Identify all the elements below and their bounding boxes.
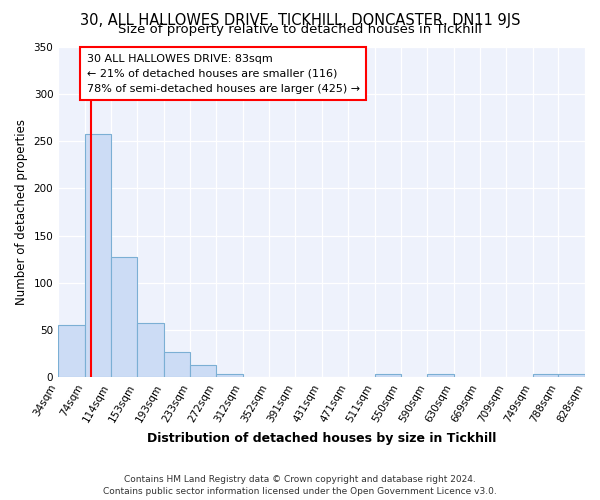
Text: 30 ALL HALLOWES DRIVE: 83sqm
← 21% of detached houses are smaller (116)
78% of s: 30 ALL HALLOWES DRIVE: 83sqm ← 21% of de… xyxy=(86,54,360,94)
Bar xyxy=(58,326,85,378)
Text: Size of property relative to detached houses in Tickhill: Size of property relative to detached ho… xyxy=(118,22,482,36)
Bar xyxy=(585,374,600,378)
Bar xyxy=(559,374,585,378)
Bar xyxy=(374,374,401,378)
Bar xyxy=(190,365,216,378)
Bar xyxy=(427,374,454,378)
Text: Contains HM Land Registry data © Crown copyright and database right 2024.
Contai: Contains HM Land Registry data © Crown c… xyxy=(103,474,497,496)
Bar xyxy=(111,258,137,378)
Bar xyxy=(137,324,164,378)
Y-axis label: Number of detached properties: Number of detached properties xyxy=(15,119,28,305)
Bar xyxy=(85,134,111,378)
Bar xyxy=(164,352,190,378)
Bar xyxy=(216,374,242,378)
Text: 30, ALL HALLOWES DRIVE, TICKHILL, DONCASTER, DN11 9JS: 30, ALL HALLOWES DRIVE, TICKHILL, DONCAS… xyxy=(80,12,520,28)
X-axis label: Distribution of detached houses by size in Tickhill: Distribution of detached houses by size … xyxy=(147,432,496,445)
Bar xyxy=(533,374,559,378)
